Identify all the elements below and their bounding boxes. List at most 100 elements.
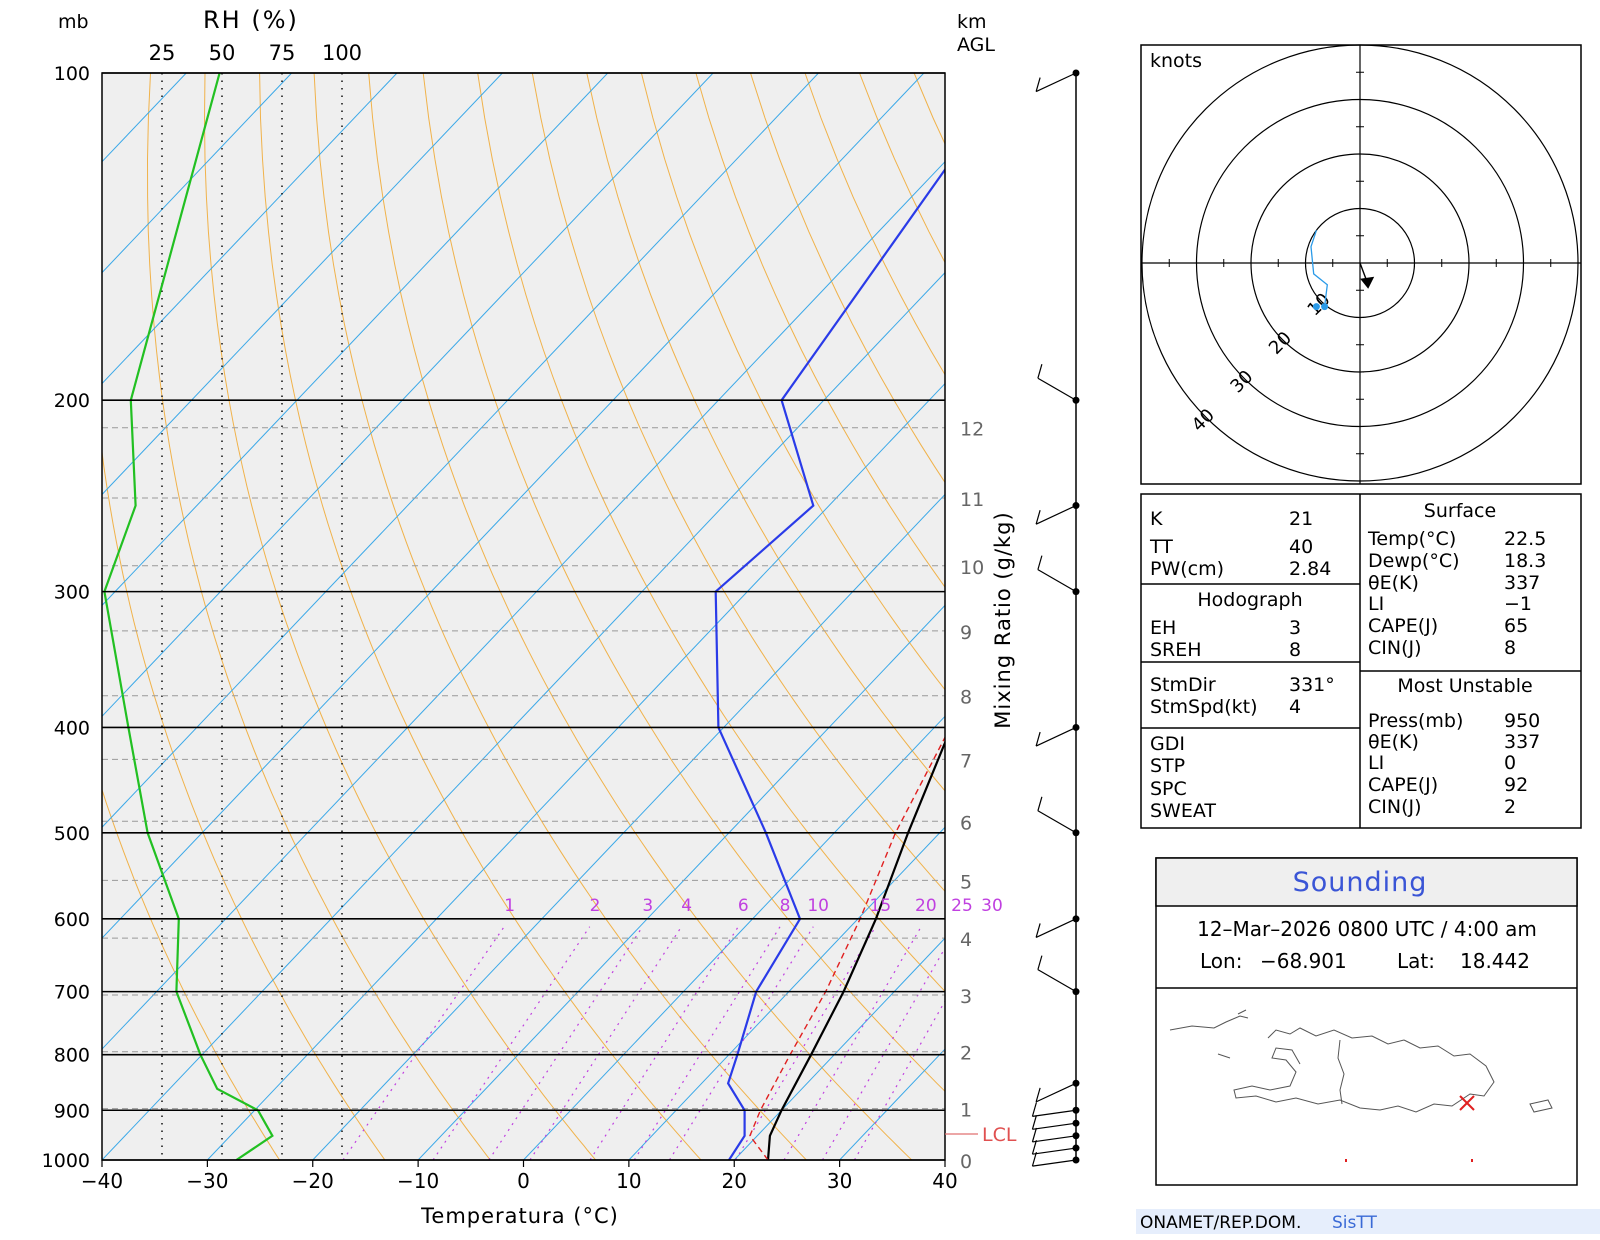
height-tick-label: 8 (960, 687, 972, 709)
rh-tick-label: 100 (322, 41, 362, 65)
height-tick-label: 5 (960, 871, 972, 893)
unstable-label-press: Press(mb) (1368, 710, 1463, 732)
x-tick-label: 30 (827, 1169, 852, 1193)
sounding-lon-value: −68.901 (1260, 949, 1347, 973)
x-tick-label: −10 (397, 1169, 439, 1193)
pressure-tick-label: 800 (54, 1045, 90, 1067)
surface-value-li: −1 (1504, 593, 1532, 615)
rh-tick-label: 25 (149, 41, 176, 65)
height-tick-label: 4 (960, 929, 972, 951)
surface-label-cape: CAPE(J) (1368, 615, 1438, 637)
sounding-frame (1156, 858, 1577, 1185)
x-tick-label: −40 (81, 1169, 123, 1193)
x-tick-label: 0 (517, 1169, 530, 1193)
surface-value-cape: 65 (1504, 615, 1528, 637)
sounding-title: Sounding (1293, 867, 1428, 898)
wind-barb (1032, 1136, 1076, 1142)
surface-label-cin: CIN(J) (1368, 637, 1422, 659)
pressure-tick-label: 600 (54, 909, 90, 931)
index-value-sreh: 8 (1289, 639, 1301, 661)
sounding-lat-value: 18.442 (1460, 949, 1530, 973)
mixing-ratio-tick-label: 6 (738, 896, 749, 916)
wind-barb (1036, 1083, 1076, 1102)
surface-value-cin: 8 (1504, 637, 1516, 659)
pressure-tick-label: 100 (54, 63, 90, 85)
height-unit-agl: AGL (957, 34, 995, 56)
surface-label-thetae: θE(K) (1368, 572, 1419, 594)
x-tick-label: −30 (186, 1169, 228, 1193)
wind-barb (1036, 919, 1076, 938)
rh-tick-label: 50 (209, 41, 236, 65)
unstable-label-cin: CIN(J) (1368, 796, 1422, 818)
wind-barb-flag (1038, 556, 1042, 570)
index-value-stmdir: 331° (1289, 674, 1335, 696)
mixing-ratio-tick-label: 1 (504, 896, 515, 916)
wind-barb (1038, 970, 1076, 992)
skewt-plot-background (102, 73, 945, 1160)
wind-barb-flag (1032, 1102, 1036, 1116)
index-label-sreh: SREH (1150, 639, 1202, 661)
wind-barb (1032, 1160, 1076, 1166)
index-label-tt: TT (1149, 536, 1173, 558)
index-value-tt: 40 (1289, 536, 1313, 558)
x-tick-label: −20 (292, 1169, 334, 1193)
sounding-lon-label: Lon: (1200, 949, 1242, 973)
mixing-ratio-tick-label: 30 (981, 896, 1003, 916)
index-value-k: 21 (1289, 508, 1313, 530)
mixing-ratio-tick-label: 20 (915, 896, 937, 916)
pressure-tick-label: 400 (54, 717, 90, 739)
mixing-ratio-tick-label: 3 (642, 896, 653, 916)
surface-label-dewp: Dewp(°C) (1368, 550, 1460, 572)
rh-title: RH (%) (203, 6, 299, 34)
unstable-label-cape: CAPE(J) (1368, 774, 1438, 796)
hodograph-point (1313, 303, 1320, 310)
height-tick-label: 0 (960, 1151, 972, 1173)
index-label-stmspd: StmSpd(kt) (1150, 696, 1257, 718)
wind-barb-flag (1032, 1128, 1036, 1142)
wind-barb-flag (1032, 1115, 1036, 1129)
wind-barb (1036, 727, 1076, 746)
index-label-gdi: GDI (1150, 733, 1185, 755)
wind-barb-flag (1038, 956, 1042, 970)
x-axis-title: Temperatura (°C) (420, 1204, 619, 1228)
wind-barb (1036, 73, 1076, 92)
pressure-tick-label: 200 (54, 390, 90, 412)
index-value-stmspd: 4 (1289, 696, 1301, 718)
index-label-stmdir: StmDir (1150, 674, 1216, 696)
height-tick-label: 12 (960, 419, 984, 441)
rh-tick-label: 75 (269, 41, 296, 65)
pressure-tick-label: 900 (54, 1100, 90, 1122)
lcl-label: LCL (982, 1124, 1017, 1146)
unstable-label-li: LI (1368, 752, 1384, 774)
index-label-spc: SPC (1150, 778, 1187, 800)
mixing-ratio-tick-label: 25 (951, 896, 973, 916)
surface-label-li: LI (1368, 593, 1384, 615)
sounding-datetime: 12–Mar–2026 0800 UTC / 4:00 am (1197, 917, 1537, 941)
footer-product: SisTT (1332, 1213, 1377, 1233)
wind-barb (1036, 506, 1076, 525)
height-tick-label: 7 (960, 750, 972, 772)
mixing-ratio-tick-label: 8 (780, 896, 791, 916)
surface-value-dewp: 18.3 (1504, 550, 1546, 572)
height-tick-label: 3 (960, 986, 972, 1008)
sounding-panel: Sounding 12–Mar–2026 0800 UTC / 4:00 am … (1156, 858, 1577, 1185)
wind-barb (1038, 570, 1076, 592)
indices-table: K 21 TT 40 PW(cm) 2.84 Hodograph EH 3 SR… (1141, 494, 1581, 828)
mixing-ratio-axis-title: Mixing Ratio (g/kg) (991, 511, 1015, 728)
pressure-tick-label: 700 (54, 982, 90, 1004)
x-tick-label: 10 (616, 1169, 641, 1193)
wind-barb (1032, 1123, 1076, 1129)
height-tick-label: 9 (960, 622, 972, 644)
hodograph-point (1321, 303, 1328, 310)
unstable-value-li: 0 (1504, 752, 1516, 774)
x-tick-label: 40 (932, 1169, 957, 1193)
surface-section-title: Surface (1424, 500, 1496, 522)
height-tick-label: 11 (960, 489, 984, 511)
hodograph-section-title: Hodograph (1197, 589, 1302, 611)
unstable-value-thetae: 337 (1504, 731, 1540, 753)
footer-org: ONAMET/REP.DOM. (1140, 1213, 1301, 1233)
height-tick-label: 1 (960, 1100, 972, 1122)
pressure-unit-label: mb (58, 11, 89, 33)
pressure-tick-label: 500 (54, 823, 90, 845)
